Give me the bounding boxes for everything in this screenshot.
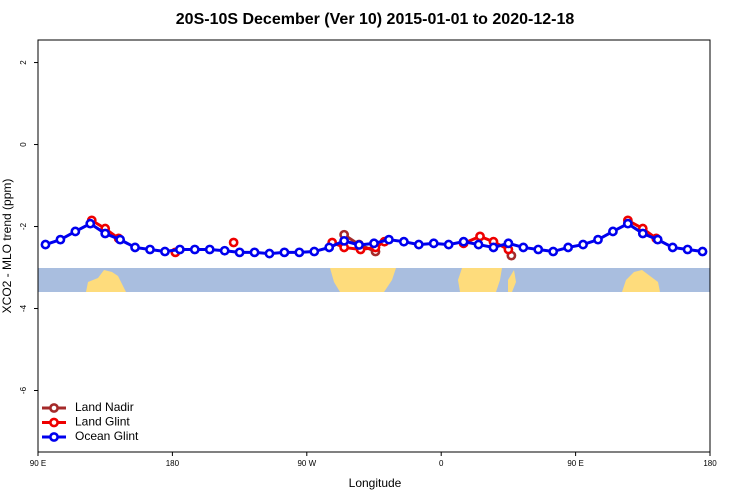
data-point [55, 234, 66, 245]
x-tick-label: 180 [703, 459, 717, 468]
data-point [503, 238, 514, 249]
data-point [279, 247, 290, 258]
data-point [354, 240, 364, 250]
data-point [637, 228, 648, 239]
x-tick-label: 90 E [567, 459, 583, 468]
legend-label: Land Nadir [75, 400, 134, 414]
x-tick-label: 90 W [297, 459, 316, 468]
data-point [324, 242, 335, 253]
x-tick-label: 90 E [30, 459, 46, 468]
land-patch [458, 268, 516, 292]
data-point [160, 246, 170, 257]
data-point [458, 236, 469, 247]
data-point [518, 242, 529, 253]
data-point [219, 245, 230, 256]
data-point [369, 238, 379, 249]
data-point [608, 226, 618, 237]
data-point [339, 235, 350, 246]
data-point [249, 247, 260, 258]
data-point [189, 244, 200, 255]
data-point [667, 242, 678, 253]
data-point [563, 242, 574, 253]
map-strip [38, 268, 710, 292]
data-point [294, 247, 305, 258]
data-point [413, 239, 424, 250]
data-point [473, 239, 484, 250]
x-tick-label: 180 [166, 459, 180, 468]
legend-label: Ocean Glint [75, 429, 139, 443]
data-point [652, 234, 663, 245]
data-point [70, 226, 81, 237]
data-point [309, 246, 320, 257]
chart-title: 20S-10S December (Ver 10) 2015-01-01 to … [176, 11, 575, 28]
data-point [622, 218, 633, 229]
data-point [228, 237, 239, 248]
x-axis-label: Longitude [349, 476, 402, 490]
data-point [578, 239, 588, 250]
y-tick-label: 0 [19, 142, 28, 147]
data-point [384, 234, 394, 245]
y-tick-label: -2 [19, 222, 28, 230]
legend-marker [49, 432, 59, 442]
data-point [115, 234, 126, 245]
y-tick-label: -4 [19, 304, 28, 312]
data-point [234, 247, 245, 258]
data-point [428, 238, 439, 249]
data-point [85, 218, 96, 229]
data-point [443, 239, 454, 250]
data-point [548, 246, 559, 257]
land-patch [86, 270, 126, 292]
y-tick-label: 2 [19, 60, 28, 65]
data-point [174, 244, 185, 255]
y-tick-label: -6 [19, 386, 28, 394]
data-point [475, 231, 485, 242]
y-axis-label: XCO2 - MLO trend (ppm) [0, 179, 14, 314]
data-point [488, 242, 499, 253]
x-tick-label: 0 [439, 459, 444, 468]
plot-frame [37, 39, 711, 453]
data-point [697, 246, 708, 257]
data-point [682, 244, 693, 255]
data-point [533, 244, 544, 255]
data-point [100, 228, 111, 239]
data-point [204, 244, 215, 255]
legend-marker [49, 417, 59, 428]
data-point [593, 234, 603, 245]
legend-label: Land Glint [75, 415, 130, 429]
data-point [264, 248, 275, 259]
data-point [130, 242, 140, 253]
data-point [145, 244, 155, 255]
land-patch [622, 270, 660, 292]
legend-marker [49, 403, 59, 413]
land-patch [330, 268, 396, 292]
data-point [398, 236, 409, 247]
data-point [40, 239, 51, 250]
